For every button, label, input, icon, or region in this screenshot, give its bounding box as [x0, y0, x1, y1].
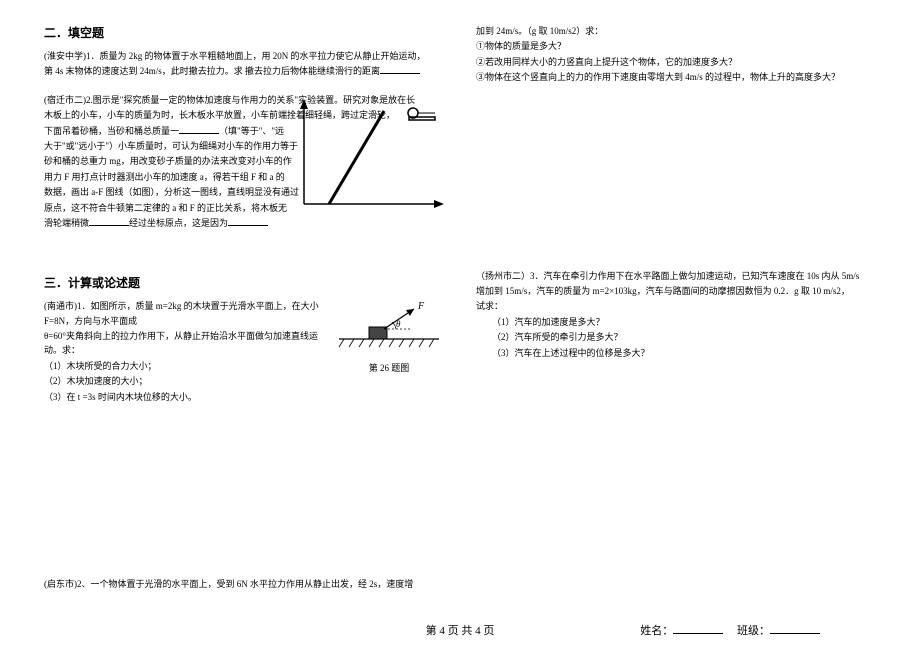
q2-blank1	[179, 124, 219, 134]
q1-line1: (淮安中学)1．质量为 2kg 的物体置于水平粗糙地面上，用 20N 的水平拉力…	[44, 49, 444, 63]
q5-sub2: ②若改用同样大小的力竖直向上提升这个物体，它的加速度多大？	[476, 55, 876, 69]
q2-line9b: 经过坐标原点，这是因为	[129, 218, 228, 228]
q3-sub3: （3）在 t =3s 时间内木块位移的大小。	[44, 390, 444, 404]
name-label: 姓名：	[640, 625, 673, 637]
q2-blank3	[228, 216, 268, 226]
right-column: 加到 24m/s。（g 取 10m/s2）求： ①物体的质量是多大？ ②若改用同…	[460, 24, 892, 610]
q4-line1: (启东市)2、一个物体置于光滑的水平面上，受到 6N 水平拉力作用从静止出发，经…	[44, 577, 444, 591]
figure-26-label: 第 26 题图	[334, 361, 444, 375]
q2-blank2	[89, 216, 129, 226]
figure-26-svg: F θ	[334, 299, 444, 354]
q5-sub3: ③物体在这个竖直向上的力的作用下速度由零增大到 4m/s 的过程中，物体上升的高…	[476, 70, 876, 84]
problem-1-huaian: (淮安中学)1．质量为 2kg 的物体置于水平粗糙地面上，用 20N 的水平拉力…	[44, 49, 444, 79]
page-footer-right: 姓名： 班级：	[640, 622, 820, 638]
svg-text:θ: θ	[396, 319, 401, 329]
q1-blank	[380, 64, 420, 74]
heading-fill-blanks: 二．填空题	[44, 24, 444, 41]
problem-3-nantong: F θ 第 26 题图 (南通市)1．如图所示，质量 m=2kg 的木块置于光滑…	[44, 299, 444, 405]
page-container: 二．填空题 (淮安中学)1．质量为 2kg 的物体置于水平粗糙地面上，用 20N…	[0, 0, 920, 650]
q6-sub1: （1）汽车的加速度是多大？	[476, 315, 876, 329]
q6-sub3: （3）汽车在上述过程中的位移是多大？	[476, 346, 876, 360]
problem-4-qidong: (启东市)2、一个物体置于光滑的水平面上，受到 6N 水平拉力作用从静止出发，经…	[44, 577, 444, 592]
heading-calc: 三．计算或论述题	[44, 274, 444, 291]
problem-6-yangzhou: （扬州市二）3．汽车在牵引力作用下在水平路面上做匀加速运动，已知汽车速度在 10…	[476, 269, 876, 360]
q5-line1: 加到 24m/s。（g 取 10m/s2）求：	[476, 24, 876, 38]
q6-line1: （扬州市二）3．汽车在牵引力作用下在水平路面上做匀加速运动，已知汽车速度在 10…	[476, 269, 876, 283]
q6-sub2: （2）汽车所受的牵引力是多大？	[476, 330, 876, 344]
q1-line2: 第 4s 末物体的速度达到 24m/s，此时撤去拉力。求 撤去拉力后物体能继续滑…	[44, 64, 444, 78]
q2-line9a: 滑轮端稍微	[44, 218, 89, 228]
left-column: 二．填空题 (淮安中学)1．质量为 2kg 的物体置于水平粗糙地面上，用 20N…	[28, 24, 460, 610]
class-blank	[770, 624, 820, 634]
q6-line2: 增加到 15m/s，汽车的质量为 m=2×103kg，汽车与路面间的动摩擦因数恒…	[476, 284, 876, 298]
q2-line3a: 下面吊着砂桶，当砂和桶总质量一	[44, 126, 179, 136]
spacer-1	[44, 244, 444, 274]
name-blank	[673, 624, 723, 634]
q3-sub2: （2）木块加速度的大小；	[44, 374, 444, 388]
problem-4-continued: 加到 24m/s。（g 取 10m/s2）求： ①物体的质量是多大？ ②若改用同…	[476, 24, 876, 85]
q5-sub1: ①物体的质量是多大？	[476, 39, 876, 53]
q1-line2-text: 第 4s 末物体的速度达到 24m/s，此时撤去拉力。求 撤去拉力后物体能继续滑…	[44, 66, 380, 76]
q6-line3: 试求：	[476, 299, 876, 313]
problem-2-suqian: (宿迁市二)2.图示是"探究质量一定的物体加速度与作用力的关系"实验装置。研究对…	[44, 93, 444, 231]
class-label: 班级：	[737, 625, 770, 637]
page-number: 第 4 页 共 4 页	[426, 625, 495, 637]
figure-26-wrap: F θ 第 26 题图	[334, 299, 444, 375]
graph-a-f	[294, 99, 444, 219]
spacer-2	[476, 99, 876, 269]
svg-text:F: F	[417, 301, 425, 312]
q2-line3b: （填"等于"、"远	[219, 126, 284, 136]
